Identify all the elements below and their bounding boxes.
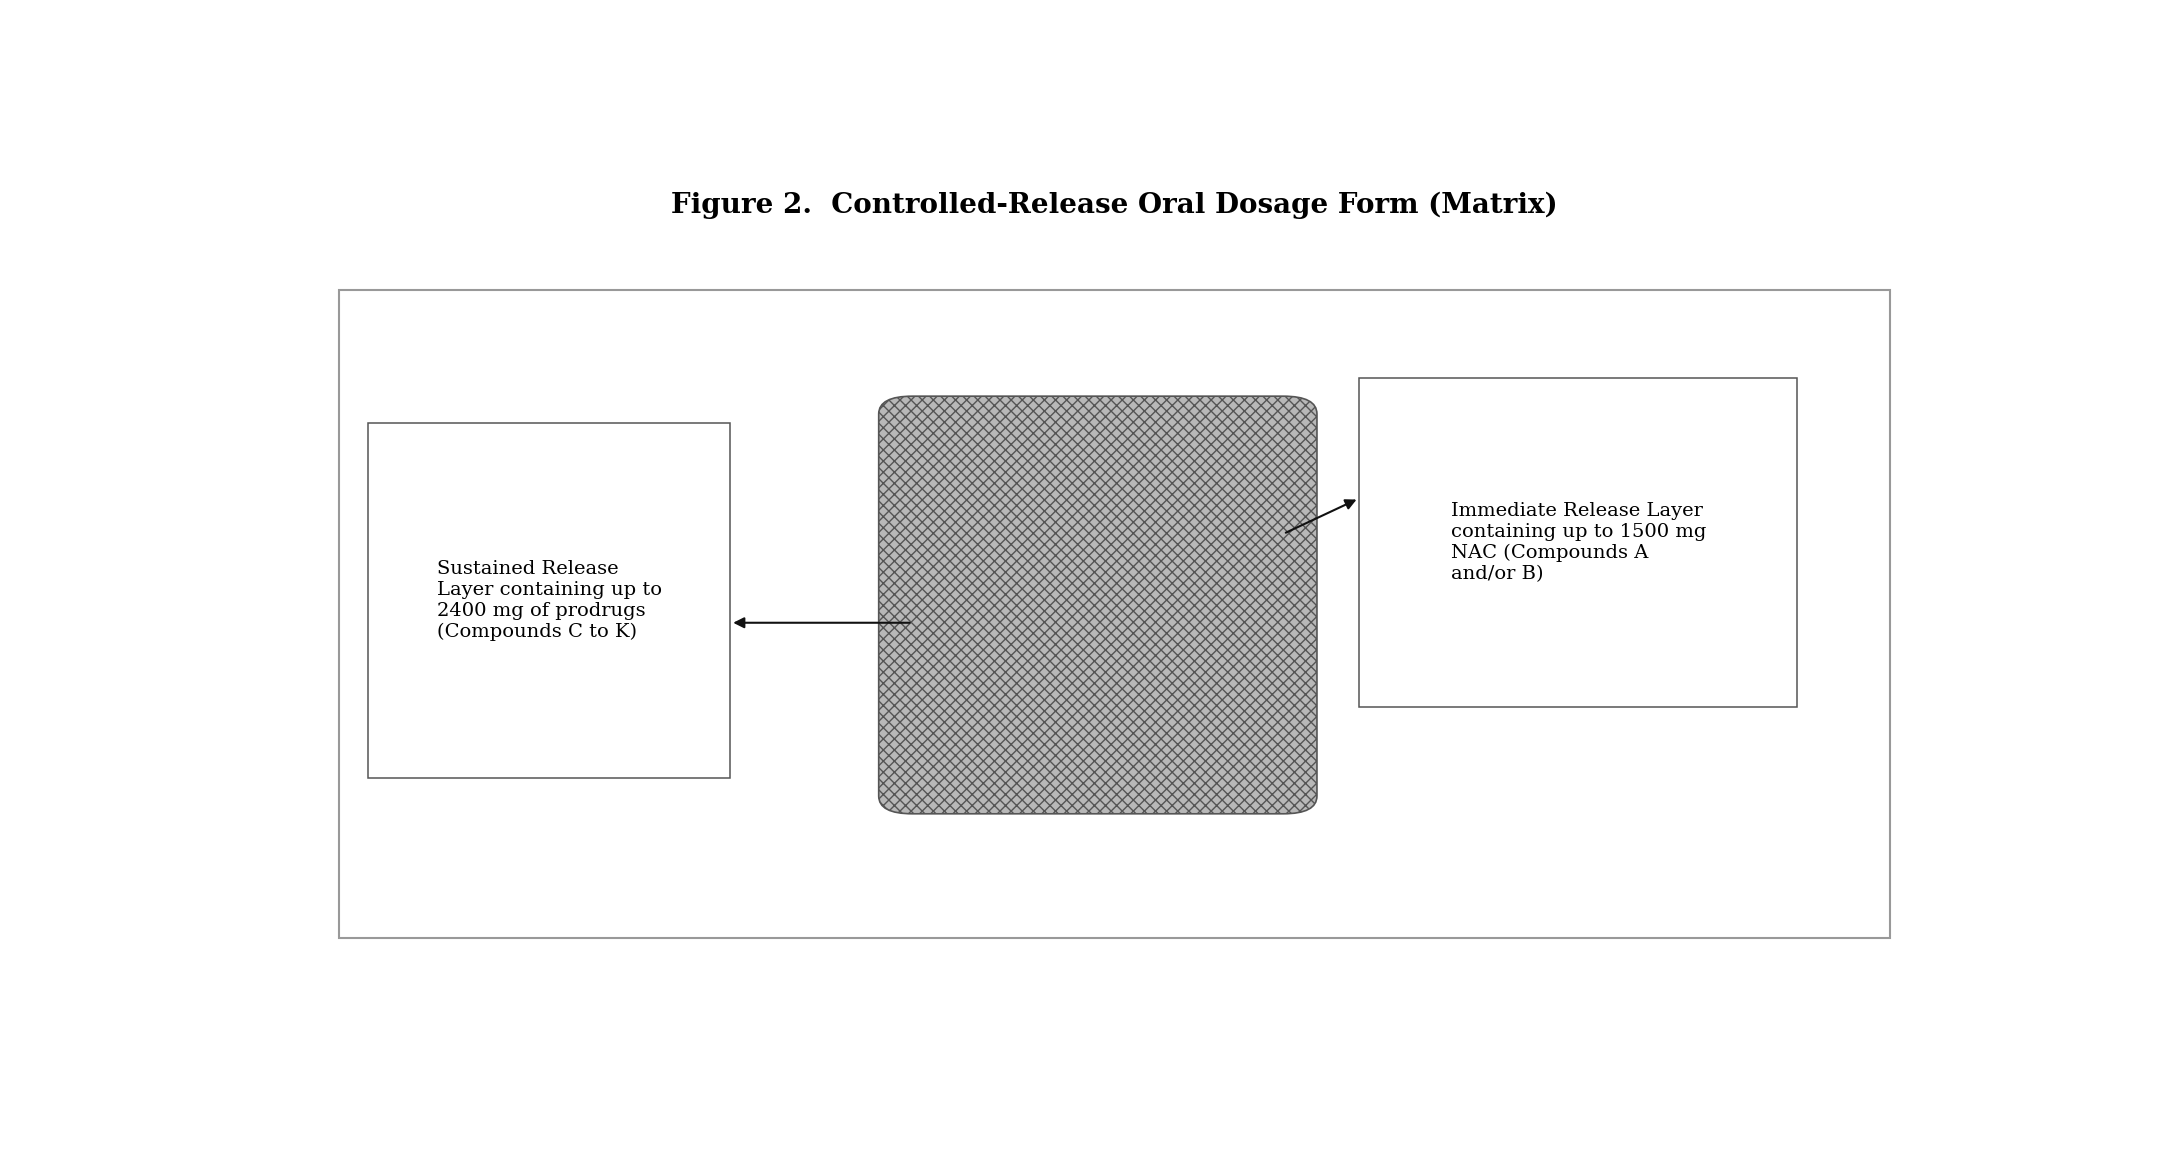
FancyBboxPatch shape	[1359, 379, 1797, 707]
Text: Figure 2.  Controlled-Release Oral Dosage Form (Matrix): Figure 2. Controlled-Release Oral Dosage…	[672, 192, 1557, 219]
Text: Immediate Release Layer
containing up to 1500 mg
NAC (Compounds A
and/or B): Immediate Release Layer containing up to…	[1451, 502, 1705, 583]
Text: Sustained Release
Layer containing up to
2400 mg of prodrugs
(Compounds C to K): Sustained Release Layer containing up to…	[437, 560, 661, 640]
FancyBboxPatch shape	[368, 422, 731, 778]
FancyBboxPatch shape	[879, 396, 1318, 814]
FancyBboxPatch shape	[339, 290, 1890, 938]
